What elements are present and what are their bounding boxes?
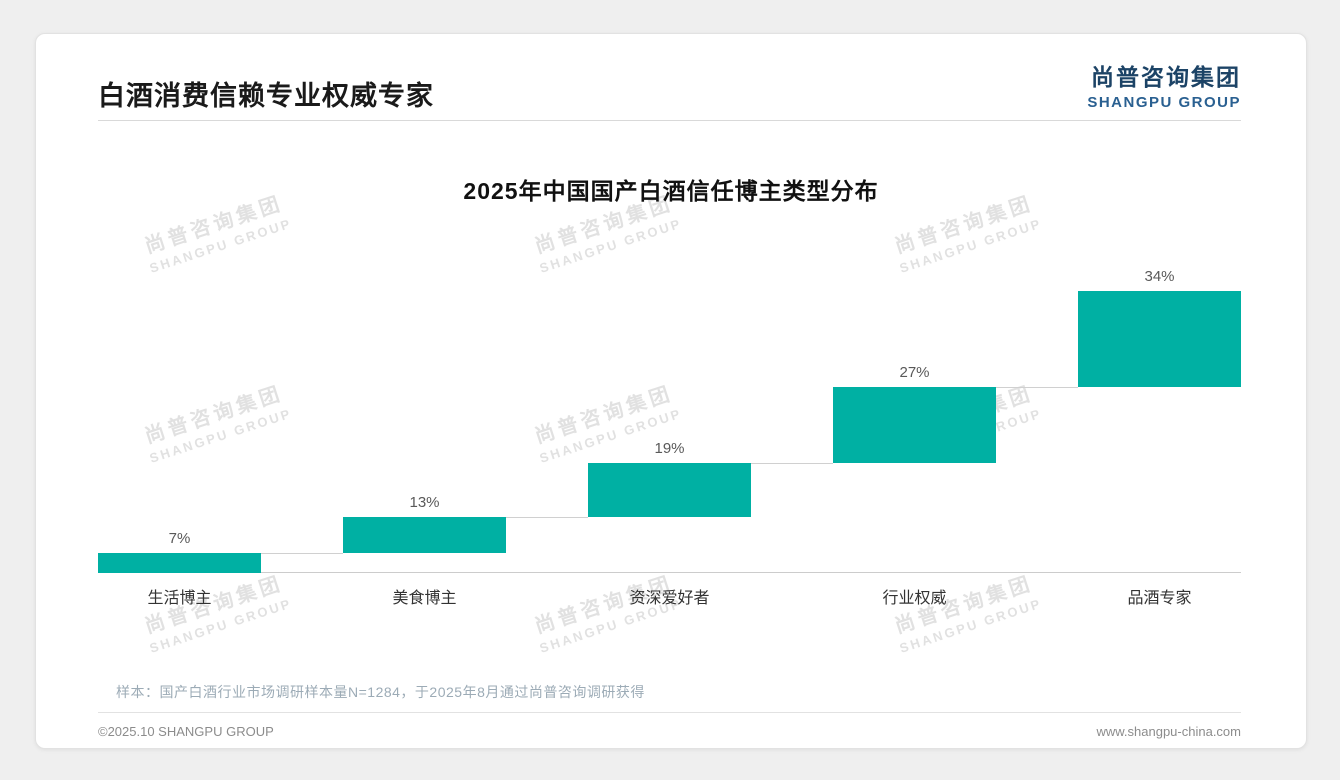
- category-label: 资深爱好者: [629, 590, 710, 607]
- category-label: 品酒专家: [1127, 590, 1192, 607]
- bar-value-label: 13%: [409, 493, 440, 511]
- chart-bar: [1078, 291, 1241, 387]
- chart-plot: 7% 13% 19% 27% 34%: [98, 253, 1241, 573]
- bar-value-label: 19%: [654, 440, 685, 458]
- chart-connector: [996, 386, 1078, 388]
- footer-divider: [98, 712, 1241, 713]
- category-label: 行业权威: [882, 590, 947, 607]
- footer: ©2025.10 SHANGPU GROUP www.shangpu-china…: [98, 724, 1241, 739]
- page-title: 白酒消费信赖专业权威专家: [98, 81, 434, 111]
- chart-connector: [261, 553, 343, 555]
- chart-bar: [588, 463, 751, 517]
- category-axis: 生活博主 美食博主 资深爱好者 行业权威 品酒专家: [98, 584, 1241, 608]
- bar-value-label: 34%: [1144, 268, 1175, 285]
- copyright-text: ©2025.10 SHANGPU GROUP: [98, 724, 274, 739]
- chart-bar: [98, 553, 261, 573]
- chart-title: 2025年中国国产白酒信任博主类型分布: [463, 178, 879, 204]
- category-label: 美食博主: [392, 590, 457, 607]
- chart-connector: [506, 516, 588, 518]
- bar-value-label: 27%: [899, 363, 930, 381]
- chart-connector: [751, 463, 833, 465]
- header: 白酒消费信赖专业权威专家 尚普咨询集团 SHANGPU GROUP: [98, 58, 1241, 113]
- chart-bar: [343, 516, 506, 554]
- sample-note: 样本：国产白酒行业市场调研样本量N=1284，于2025年8月通过尚普咨询调研获…: [116, 684, 645, 700]
- report-card: 尚普咨询集团 SHANGPU GROUP 尚普咨询集团 SHANGPU GROUP 尚普…: [35, 33, 1307, 749]
- bar-value-label: 7%: [168, 530, 191, 548]
- header-divider: [98, 120, 1241, 121]
- logo-chinese-text: 尚普咨询集团: [1091, 64, 1241, 90]
- company-logo: 尚普咨询集团 SHANGPU GROUP: [1087, 58, 1241, 111]
- website-url: www.shangpu-china.com: [1096, 724, 1241, 739]
- chart-bar: [833, 386, 996, 464]
- category-label: 生活博主: [147, 590, 212, 607]
- logo-english-text: SHANGPU GROUP: [1087, 94, 1241, 111]
- x-axis-baseline: [98, 572, 1241, 573]
